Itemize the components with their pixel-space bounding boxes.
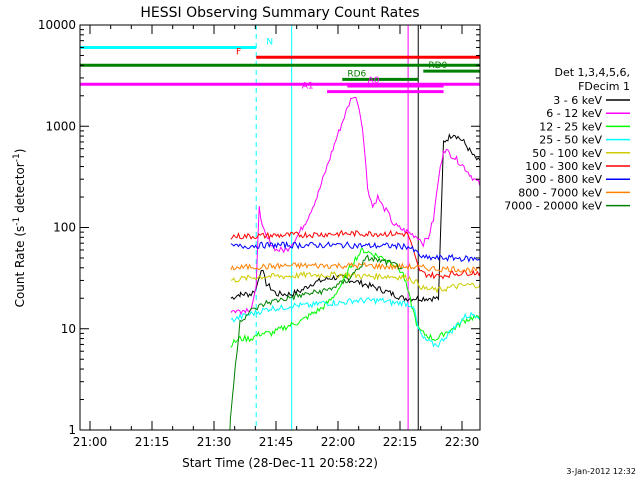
- legend-entry-label: 300 - 800 keV: [525, 173, 602, 186]
- plot-area: [80, 25, 480, 430]
- series-line: [230, 133, 480, 303]
- x-tick-label: 21:00: [73, 435, 108, 449]
- y-tick-label: 1000: [45, 119, 76, 133]
- y-axis-label-exponent: -1: [12, 217, 22, 226]
- y-axis-label: Count Rate (s-1 detector-1): [12, 149, 27, 308]
- series-line: [230, 247, 480, 348]
- y-tick-label: 10: [61, 322, 76, 336]
- flag-label: RD0: [428, 61, 447, 71]
- y-axis-label-part: Count Rate (s: [13, 226, 27, 308]
- plot-layer: NFSRD0RD6A0A1: [80, 25, 480, 430]
- flag-label: A0: [368, 76, 380, 86]
- chart-title: HESSI Observing Summary Count Rates: [140, 5, 419, 21]
- series-line: [230, 261, 480, 274]
- x-axis-label: Start Time (28-Dec-11 20:58:22): [182, 456, 378, 470]
- flag-label: N: [266, 37, 273, 47]
- legend-header-line: Det 1,3,4,5,6,: [554, 66, 630, 79]
- date-stamp: 3-Jan-2012 12:32: [566, 467, 636, 476]
- series-line: [230, 296, 480, 348]
- x-tick-label: 22:00: [321, 435, 356, 449]
- x-tick-label: 21:30: [197, 435, 232, 449]
- series-line: [230, 240, 480, 263]
- legend-entry-label: 25 - 50 keV: [539, 134, 602, 147]
- legend-entry-label: 100 - 300 keV: [525, 160, 602, 173]
- x-tick-label: 21:45: [259, 435, 294, 449]
- x-tick-label: 21:15: [135, 435, 170, 449]
- x-tick-label: 22:30: [445, 435, 480, 449]
- x-tick-label: 22:15: [383, 435, 418, 449]
- legend-entry-label: 7000 - 20000 keV: [504, 200, 602, 213]
- axis-layer: 1 10 100 1000 10000 21:00 21:15 21:30 21:45 22:00…: [38, 18, 480, 449]
- y-tick-label: 100: [53, 221, 76, 235]
- flag-label: A1: [302, 82, 314, 92]
- series-line: [230, 229, 480, 280]
- legend-entry-label: 12 - 25 keV: [539, 120, 602, 133]
- legend-entry-label: 6 - 12 keV: [546, 107, 602, 120]
- legend-header-line: FDecim 1: [578, 80, 630, 93]
- series-line: [230, 270, 480, 294]
- y-axis-label-exponent: -1: [12, 153, 22, 162]
- y-axis-label-part: detector: [13, 162, 27, 217]
- y-axis-label-part: ): [13, 149, 27, 154]
- legend-entry-label: 50 - 100 keV: [532, 147, 602, 160]
- legend-entry-label: 800 - 7000 keV: [518, 186, 602, 199]
- y-tick-label: 10000: [38, 18, 76, 32]
- flag-label: F: [236, 47, 241, 57]
- series-line: [230, 96, 480, 315]
- series-line: [229, 254, 404, 430]
- y-tick-label: 1: [68, 423, 76, 437]
- legend-entry-label: 3 - 6 keV: [553, 94, 602, 107]
- flag-label: RD6: [347, 69, 366, 79]
